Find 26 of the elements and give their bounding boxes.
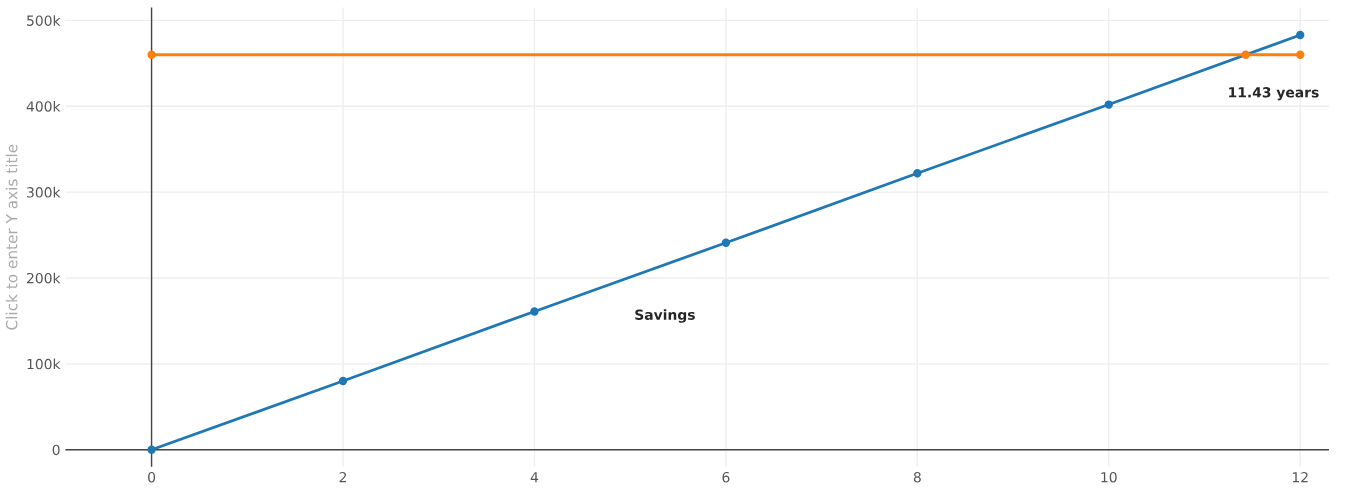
point <box>1296 30 1305 40</box>
y-tick-label: 500k <box>27 15 61 26</box>
x-tick-label: 2 <box>339 471 347 483</box>
x-tick-label: 0 <box>148 471 156 483</box>
point <box>1241 50 1250 59</box>
point <box>1296 50 1305 59</box>
y-tick-label: 200k <box>27 272 61 284</box>
x-tick-label: 6 <box>722 471 730 483</box>
annotation: 11.43 years <box>1229 87 1319 101</box>
y-tick-label: 400k <box>26 100 61 112</box>
point <box>1104 100 1113 109</box>
point <box>147 445 156 454</box>
x-tick-label: 4 <box>530 472 539 483</box>
text: Savings <box>635 309 695 323</box>
point <box>530 307 539 316</box>
y-tick-label: 300k <box>27 186 61 198</box>
point <box>147 50 156 59</box>
point <box>338 376 348 386</box>
y-tick-label: 0 <box>52 444 60 456</box>
x-tick-label: 12 <box>1292 471 1308 483</box>
y-axis-title: Click to enter Y axis title <box>5 144 18 330</box>
x-tick-label: 10 <box>1101 471 1117 483</box>
point <box>721 238 731 247</box>
point <box>913 169 922 178</box>
x-tick-label: 8 <box>913 471 921 483</box>
y-tick-label: 100k <box>27 358 61 370</box>
